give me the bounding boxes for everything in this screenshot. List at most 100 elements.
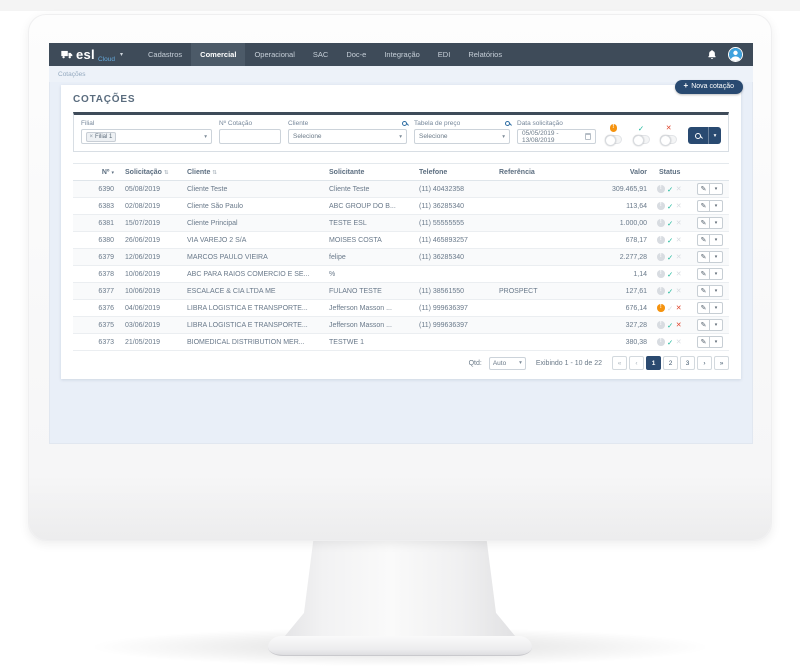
cross-icon[interactable] — [676, 270, 682, 278]
cliente-select[interactable]: Selecione — [288, 129, 407, 144]
edit-button[interactable] — [697, 268, 710, 280]
table-row[interactable]: 6378 10/06/2019 ABC PARA RAIOS COMERCIO … — [73, 265, 729, 283]
row-dropdown-button[interactable] — [710, 268, 723, 280]
nav-item-doc-e[interactable]: Doc-e — [346, 50, 367, 59]
nav-item-integração[interactable]: Integração — [384, 50, 420, 59]
edit-button[interactable] — [697, 302, 710, 314]
col-cliente[interactable]: Cliente — [183, 163, 325, 181]
new-quotation-button[interactable]: Nova cotação — [674, 80, 743, 94]
numero-input[interactable] — [219, 129, 281, 144]
remove-tag-icon[interactable] — [90, 134, 94, 140]
nav-item-relatórios[interactable]: Relatórios — [468, 50, 503, 59]
page-button-1[interactable]: 1 — [646, 356, 661, 370]
filial-multiselect[interactable]: Filial 1 — [81, 129, 212, 144]
col-solicitacao[interactable]: Solicitação — [121, 163, 183, 181]
user-avatar[interactable] — [728, 47, 743, 62]
search-icon[interactable] — [402, 120, 407, 126]
warning-circle-icon[interactable] — [657, 321, 665, 329]
table-row[interactable]: 6383 02/08/2019 Cliente São Paulo ABC GR… — [73, 197, 729, 215]
check-icon[interactable] — [667, 219, 673, 228]
nav-item-operacional[interactable]: Operacional — [254, 50, 295, 59]
tabela-preco-select[interactable]: Selecione — [414, 129, 510, 144]
check-icon[interactable] — [667, 321, 673, 330]
warning-circle-icon[interactable] — [657, 338, 665, 346]
col-numero[interactable]: Nº — [73, 163, 121, 181]
page-button-‹[interactable]: ‹ — [629, 356, 644, 370]
col-valor[interactable]: Valor — [567, 163, 655, 181]
check-icon[interactable] — [667, 202, 673, 211]
search-icon[interactable] — [505, 120, 510, 126]
esl-cloud-logo[interactable]: esl Cloud — [60, 43, 123, 66]
pendente-toggle[interactable] — [604, 135, 622, 146]
edit-button[interactable] — [697, 319, 710, 331]
cross-icon[interactable] — [676, 236, 682, 244]
edit-button[interactable] — [697, 336, 710, 348]
cross-icon[interactable] — [676, 304, 682, 312]
cross-icon[interactable] — [676, 219, 682, 227]
row-dropdown-button[interactable] — [710, 183, 723, 195]
page-button-3[interactable]: 3 — [680, 356, 695, 370]
row-dropdown-button[interactable] — [710, 319, 723, 331]
edit-button[interactable] — [697, 217, 710, 229]
nav-item-comercial[interactable]: Comercial — [191, 43, 246, 66]
nav-item-edi[interactable]: EDI — [437, 50, 451, 59]
row-dropdown-button[interactable] — [710, 251, 723, 263]
warning-circle-icon[interactable] — [657, 287, 665, 295]
col-telefone[interactable]: Telefone — [415, 163, 495, 181]
check-icon[interactable] — [667, 253, 673, 262]
breadcrumb[interactable]: Cotações — [58, 70, 86, 78]
col-solicitante[interactable]: Solicitante — [325, 163, 415, 181]
bell-icon[interactable] — [707, 49, 717, 60]
qtd-select[interactable]: Auto — [488, 356, 526, 370]
row-dropdown-button[interactable] — [710, 285, 723, 297]
warning-circle-icon[interactable] — [657, 202, 665, 210]
cross-icon[interactable] — [676, 185, 682, 193]
nav-item-cadastros[interactable]: Cadastros — [147, 50, 183, 59]
check-icon[interactable] — [667, 236, 673, 245]
warning-circle-icon[interactable] — [657, 236, 665, 244]
check-icon[interactable] — [667, 287, 673, 296]
table-row[interactable]: 6379 12/06/2019 MARCOS PAULO VIEIRA feli… — [73, 248, 729, 266]
page-button-»[interactable]: » — [714, 356, 729, 370]
edit-button[interactable] — [697, 183, 710, 195]
row-dropdown-button[interactable] — [710, 302, 723, 314]
row-dropdown-button[interactable] — [710, 200, 723, 212]
warning-circle-icon[interactable] — [657, 304, 665, 312]
check-icon[interactable] — [667, 185, 673, 194]
page-button-2[interactable]: 2 — [663, 356, 678, 370]
cross-icon[interactable] — [676, 287, 682, 295]
table-row[interactable]: 6390 05/08/2019 Cliente Teste Cliente Te… — [73, 180, 729, 198]
table-row[interactable]: 6373 21/05/2019 BIOMEDICAL DISTRIBUTION … — [73, 333, 729, 351]
edit-button[interactable] — [697, 234, 710, 246]
search-options-button[interactable] — [708, 127, 722, 144]
edit-button[interactable] — [697, 200, 710, 212]
warning-circle-icon[interactable] — [657, 185, 665, 193]
cross-icon[interactable] — [676, 253, 682, 261]
page-button-«[interactable]: « — [612, 356, 627, 370]
warning-circle-icon[interactable] — [657, 219, 665, 227]
check-icon[interactable] — [667, 338, 673, 347]
check-icon[interactable] — [667, 270, 673, 279]
reprovada-toggle[interactable] — [660, 135, 678, 146]
table-row[interactable]: 6377 10/06/2019 ESCALACE & CIA LTDA ME F… — [73, 282, 729, 300]
cross-icon[interactable] — [676, 321, 682, 329]
page-button-›[interactable]: › — [697, 356, 712, 370]
row-dropdown-button[interactable] — [710, 234, 723, 246]
col-referencia[interactable]: Referência — [495, 163, 567, 181]
table-row[interactable]: 6380 26/06/2019 VIA VAREJO 2 S/A MOISES … — [73, 231, 729, 249]
search-button[interactable] — [688, 127, 709, 144]
cross-icon[interactable] — [676, 338, 682, 346]
table-row[interactable]: 6381 15/07/2019 Cliente Principal TESTE … — [73, 214, 729, 232]
edit-button[interactable] — [697, 285, 710, 297]
warning-circle-icon[interactable] — [657, 253, 665, 261]
check-icon[interactable] — [667, 304, 673, 313]
row-dropdown-button[interactable] — [710, 336, 723, 348]
aprovada-toggle[interactable] — [632, 135, 650, 146]
warning-circle-icon[interactable] — [657, 270, 665, 278]
cross-icon[interactable] — [676, 202, 682, 210]
date-range-input[interactable]: 05/05/2019 - 13/08/2019 — [517, 129, 596, 144]
row-dropdown-button[interactable] — [710, 217, 723, 229]
table-row[interactable]: 6375 03/06/2019 LIBRA LOGISTICA E TRANSP… — [73, 316, 729, 334]
nav-item-sac[interactable]: SAC — [312, 50, 329, 59]
edit-button[interactable] — [697, 251, 710, 263]
